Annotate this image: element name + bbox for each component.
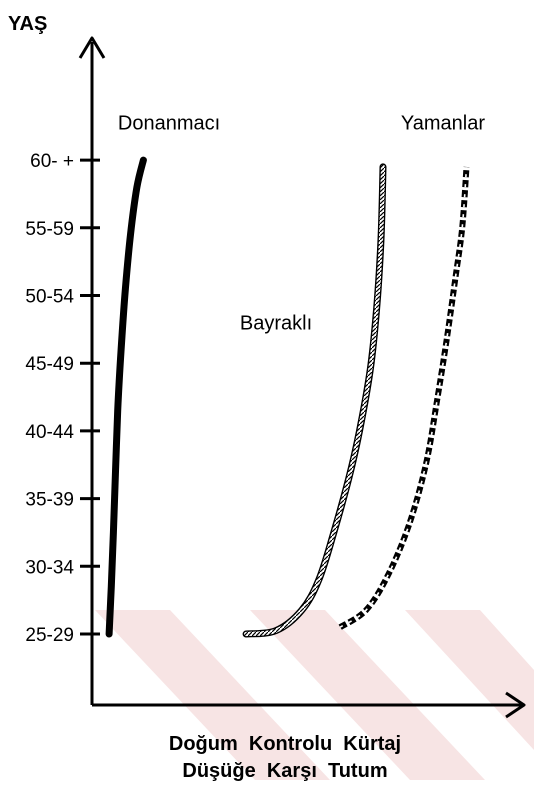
annotations: Donanmacı Bayraklı Yamanlar — [118, 113, 485, 335]
watermark-stripe — [405, 610, 534, 750]
series-line-yamanlar — [338, 166, 470, 630]
x-axis-title-line-2: Düşüğe Karşı Tutum — [182, 760, 387, 782]
series-line-yamanlar-twist — [339, 166, 468, 628]
series-line-donanmac- — [105, 156, 147, 638]
series-line-bayrakl--fill — [244, 164, 386, 637]
series-line-bayrakl- — [242, 163, 387, 638]
watermark-stripe — [95, 610, 330, 780]
series-group — [105, 156, 470, 638]
series-label: Yamanlar — [401, 113, 485, 135]
y-tick-label: 25-29 — [25, 625, 74, 646]
y-axis-title: YAŞ — [8, 13, 47, 35]
watermark-stripe — [250, 610, 485, 780]
y-tick-label: 40-44 — [25, 422, 74, 443]
y-tick-label: 30-34 — [25, 557, 74, 578]
x-axis-title-line-1: Doğum Kontrolu Kürtaj — [169, 733, 401, 755]
y-axis-arrow-icon — [78, 36, 106, 59]
series-label: Donanmacı — [118, 113, 220, 135]
y-tick-label: 55-59 — [25, 219, 74, 240]
y-ticks: 25-29 30-34 35-39 40-44 45-49 50-54 55-59 60- + — [25, 151, 100, 646]
x-axis-arrow-icon — [505, 691, 526, 719]
y-tick-label: 50-54 — [25, 287, 74, 308]
y-tick-label: 45-49 — [25, 354, 74, 375]
y-tick-label: 35-39 — [25, 490, 74, 511]
series-label: Bayraklı — [240, 312, 312, 334]
y-tick-label: 60- + — [30, 151, 74, 172]
